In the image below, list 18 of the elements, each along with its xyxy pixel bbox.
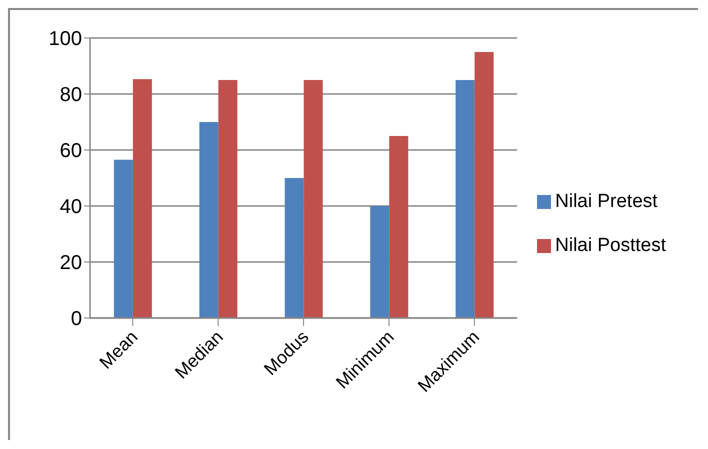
bar [389, 136, 408, 318]
bar [284, 178, 304, 318]
legend-label: Nilai Pretest [555, 191, 658, 212]
y-tick-label: 20 [60, 252, 82, 274]
y-tick-label: 0 [70, 308, 82, 330]
bar [304, 80, 323, 318]
y-tick-label: 60 [60, 140, 82, 162]
bar [370, 206, 390, 318]
legend-label: Nilai Posttest [555, 235, 666, 256]
bar [456, 80, 475, 318]
bar [132, 79, 152, 318]
bar [218, 80, 238, 318]
bar [114, 160, 133, 318]
bar [474, 52, 494, 318]
y-tick-label: 100 [48, 28, 82, 50]
y-tick-label: 80 [60, 84, 82, 106]
bar [199, 122, 218, 318]
y-tick-label: 40 [60, 196, 82, 218]
